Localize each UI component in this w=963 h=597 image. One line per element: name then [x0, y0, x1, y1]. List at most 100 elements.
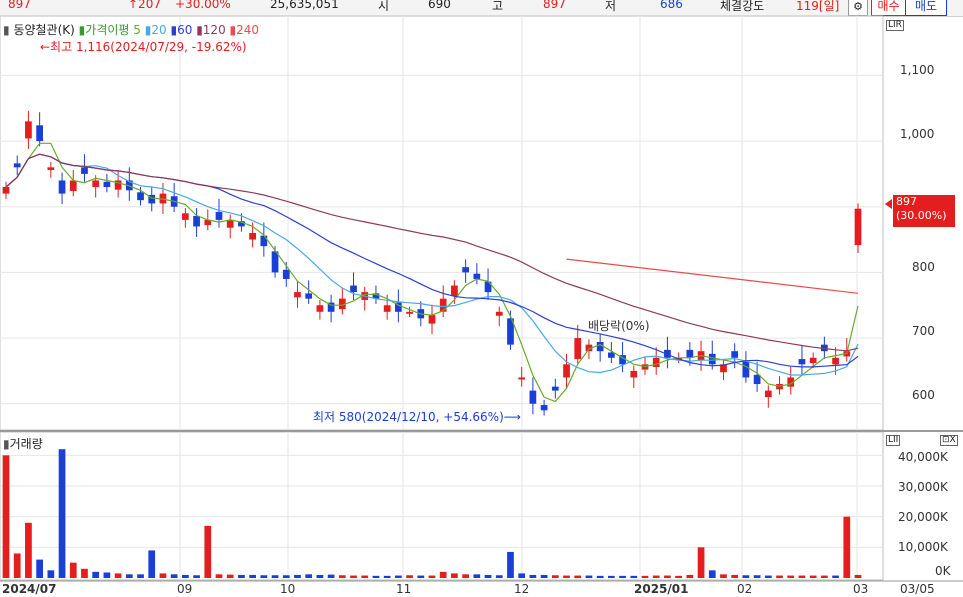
candle-body [854, 208, 862, 246]
candle-body [809, 357, 817, 364]
x-tick-label: 03 [853, 582, 869, 596]
candle-body [69, 180, 77, 191]
price-scale-tool[interactable]: LIR [886, 20, 904, 31]
candle-body [2, 187, 10, 194]
candle-body [518, 377, 526, 380]
candle-body [305, 293, 313, 299]
candles [2, 110, 862, 416]
candle-body [832, 357, 839, 365]
candle-body [473, 273, 481, 279]
sell-button[interactable]: 매도 [905, 0, 947, 16]
candle-body [451, 285, 458, 297]
volume-bar [821, 575, 828, 578]
volume-bar [215, 574, 223, 578]
legend-ma-label[interactable]: 가격이평 [85, 23, 130, 37]
volume-bar [495, 575, 503, 578]
volume-scale-tool[interactable]: LII [886, 435, 901, 446]
volume-bar [574, 575, 582, 578]
volume-bar [708, 570, 716, 578]
y-tick-label: 1,100 [900, 63, 935, 77]
volume-tick-label: 30,000K [898, 480, 948, 494]
candle-body [238, 221, 245, 227]
candle-body [25, 121, 32, 139]
candle-body [764, 390, 772, 398]
price-tag-value: 897 [896, 195, 917, 208]
current-price: 897 [8, 0, 31, 11]
candle-body [664, 349, 671, 358]
candle-body [316, 305, 324, 312]
volume-tick-label: 40,000K [898, 450, 948, 464]
candle-body [596, 342, 604, 352]
stock-name: 동양철관(K) [13, 23, 75, 37]
volume-bar [798, 575, 806, 578]
legend-ma120[interactable]: 120 [202, 23, 226, 37]
candle-body [406, 311, 413, 314]
candle-body [226, 219, 234, 228]
legend-ma5[interactable]: 5 [133, 23, 141, 37]
price-tag-pct: (30.00%) [896, 209, 947, 222]
volume-bar [204, 525, 212, 578]
volume-bar [92, 571, 100, 578]
volume-bar [652, 575, 660, 578]
candle-body [294, 292, 301, 298]
low-value: 686 [660, 0, 683, 11]
legend-ma60[interactable]: 60 [177, 23, 193, 37]
x-tick-label: 11 [396, 582, 412, 596]
ma120-line [5, 153, 859, 352]
volume-bar [170, 574, 178, 578]
volume-bar [69, 562, 77, 578]
legend-ma240[interactable]: 240 [236, 23, 260, 37]
candle-body [787, 377, 795, 387]
candle-body [484, 281, 492, 293]
volume-bar [103, 572, 111, 578]
volume-title: 거래량 [9, 437, 43, 451]
volume-bar [137, 574, 144, 578]
candle-body [742, 361, 750, 378]
volume-bar [182, 574, 189, 578]
volume-bar [417, 575, 425, 578]
candle-body [619, 355, 626, 365]
volume-bar [742, 575, 750, 578]
strength-label: 체결강도 [720, 0, 765, 13]
volume-bar [462, 574, 469, 578]
candle-body [193, 215, 200, 227]
ma20-line [5, 153, 859, 376]
candle-body [753, 374, 761, 385]
high-annotation: ←최고 1,116(2024/07/29, -19.62%) [40, 40, 247, 54]
candle-body [652, 357, 660, 367]
candle-body [13, 163, 21, 168]
volume-bar [809, 575, 817, 578]
volume-bar [720, 574, 727, 578]
volume-bar [473, 574, 481, 578]
candle-body [338, 298, 346, 310]
volume-bar [114, 573, 122, 578]
volume-bar [395, 575, 402, 578]
x-tick-label: 2024/07 [2, 582, 57, 596]
volume-bar [596, 575, 604, 578]
volume-close-icon[interactable]: ⊡X [940, 435, 958, 446]
candle-body [540, 405, 548, 411]
candle-body [81, 167, 88, 174]
candle-body [731, 351, 739, 358]
volume-bar [25, 522, 32, 578]
legend-marker-icon: ▮ [196, 23, 203, 37]
volume-bar [776, 575, 783, 578]
volume-bars [2, 449, 862, 578]
volume-bar [2, 455, 10, 578]
candle-body [686, 349, 694, 358]
price-change: ↑207 [128, 0, 161, 11]
volume-bar [383, 575, 391, 578]
volume-bar [731, 574, 739, 578]
candle-body [383, 305, 391, 312]
candle-body [114, 180, 122, 190]
candle-body [182, 213, 189, 220]
candle-body [47, 167, 55, 170]
legend-ma20[interactable]: 20 [151, 23, 167, 37]
volume-bar [36, 559, 43, 578]
panel-marker-icon: ▮ [3, 437, 10, 451]
legend-marker-icon: ▮ [229, 23, 237, 37]
volume-bar [563, 575, 570, 578]
volume-bar [619, 575, 626, 578]
volume-bar [686, 574, 694, 578]
